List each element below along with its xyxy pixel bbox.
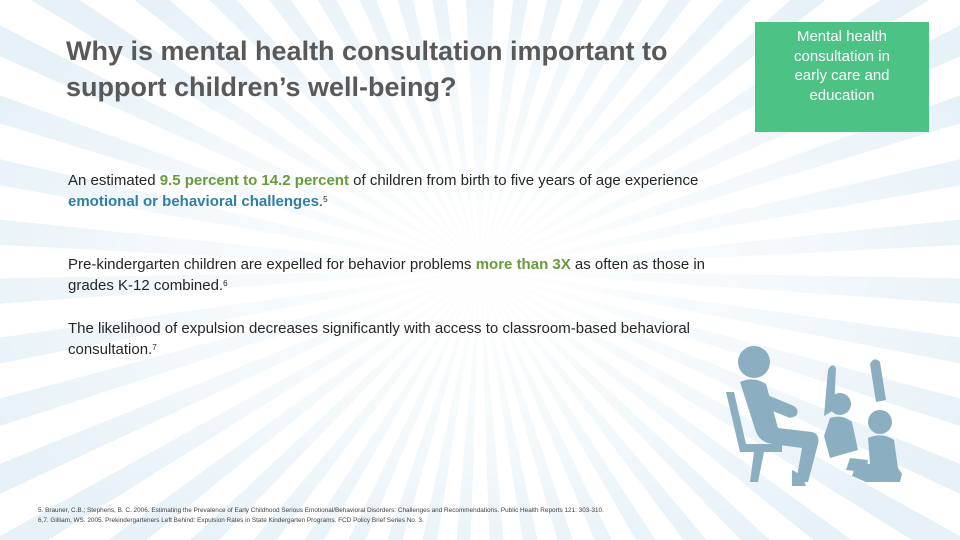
callout-box: Mental health consultation in early care…	[755, 22, 929, 132]
adult-with-children-icon	[726, 346, 902, 486]
highlight-ratio: more than 3X	[475, 256, 571, 273]
reference-item: 6,7. Gilliam, WS. 2005. Prekindergartene…	[38, 517, 424, 524]
paragraph-text: Pre-kindergarten children are expelled f…	[68, 256, 476, 273]
paragraph-text: .	[318, 193, 324, 210]
reference-marker: 5	[323, 195, 328, 204]
paragraph-text: of children from birth to five years of …	[348, 172, 699, 189]
highlight-percent: 9.5 percent to 14.2 percent	[159, 172, 349, 189]
paragraph-expulsion: Pre-kindergarten children are expelled f…	[68, 254, 728, 298]
reference-item: 5. Brauner, C.B.; Stephens, B. C. 2006. …	[38, 507, 604, 514]
references: 5. Brauner, C.B.; Stephens, B. C. 2006. …	[38, 506, 738, 526]
paragraph-text: The likelihood of expulsion decreases si…	[68, 320, 690, 358]
highlight-challenges: emotional or behavioral challenges	[68, 193, 319, 210]
reference-marker: 7	[152, 343, 157, 352]
page-title: Why is mental health consultation import…	[66, 36, 668, 102]
callout-text: Mental health consultation in early care…	[794, 28, 890, 104]
reference-marker: 6	[223, 279, 228, 288]
paragraph-text: An estimated	[68, 172, 160, 189]
paragraph-prevalence: An estimated 9.5 percent to 14.2 percent…	[68, 170, 728, 214]
paragraph-consultation: The likelihood of expulsion decreases si…	[68, 318, 728, 362]
paragraph-text: as often as those in grades K-12 combine…	[68, 256, 706, 294]
